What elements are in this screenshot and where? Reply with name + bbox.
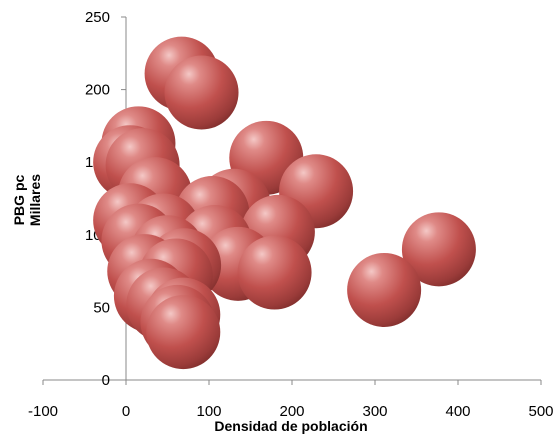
bubble-point [146, 295, 221, 370]
y-tick-label: 0 [102, 372, 110, 389]
y-axis-title-line1: PBG pc [11, 175, 27, 226]
x-tick-label: 300 [362, 403, 387, 420]
bubble-point [401, 212, 476, 287]
y-axis-title: PBG pc Millares [11, 174, 43, 226]
y-axis-title-line2: Millares [27, 174, 43, 226]
bubble-point [164, 55, 239, 130]
y-tick-label: 250 [85, 9, 110, 26]
x-axis-title: Densidad de población [214, 418, 367, 434]
bubble-point [347, 252, 422, 327]
x-tick-label: 100 [196, 403, 221, 420]
x-tick-label: 0 [122, 403, 130, 420]
x-axis-ticks: -100 0 100 200 300 400 500 [28, 380, 554, 420]
bubble-series [93, 36, 476, 370]
y-tick-label: 50 [93, 299, 110, 316]
x-tick-label: 200 [279, 403, 304, 420]
bubble-point [237, 235, 312, 310]
y-tick-label: 200 [85, 82, 110, 99]
x-tick-label: 400 [445, 403, 470, 420]
x-tick-label: 500 [528, 403, 553, 420]
x-tick-label: -100 [28, 403, 58, 420]
